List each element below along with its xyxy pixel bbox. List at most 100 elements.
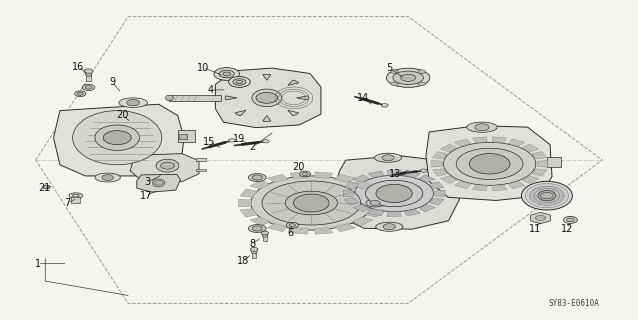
Polygon shape: [473, 137, 487, 143]
Ellipse shape: [85, 86, 92, 89]
Text: 16: 16: [72, 62, 84, 72]
Ellipse shape: [401, 74, 416, 81]
Circle shape: [382, 104, 389, 107]
Ellipse shape: [262, 181, 360, 225]
Polygon shape: [454, 181, 471, 189]
Wedge shape: [288, 80, 299, 85]
Ellipse shape: [119, 98, 147, 108]
Polygon shape: [353, 175, 369, 182]
Polygon shape: [365, 189, 383, 197]
Polygon shape: [137, 174, 181, 192]
Text: SY83-E0610A: SY83-E0610A: [548, 299, 599, 308]
Bar: [170, 95, 221, 100]
Polygon shape: [433, 152, 447, 159]
Text: 4: 4: [208, 85, 214, 95]
Text: 7: 7: [64, 198, 71, 208]
Polygon shape: [429, 182, 444, 189]
Text: 14: 14: [357, 93, 369, 103]
Ellipse shape: [538, 191, 556, 201]
Polygon shape: [315, 228, 333, 234]
Bar: [263, 235, 267, 241]
Ellipse shape: [387, 68, 430, 87]
Ellipse shape: [43, 185, 50, 189]
Ellipse shape: [156, 159, 179, 172]
Bar: [252, 252, 256, 258]
Polygon shape: [440, 176, 457, 184]
Polygon shape: [343, 190, 353, 197]
Ellipse shape: [366, 180, 423, 207]
Circle shape: [43, 186, 50, 189]
Wedge shape: [263, 74, 271, 80]
Circle shape: [382, 155, 394, 161]
Ellipse shape: [85, 73, 92, 76]
Polygon shape: [419, 204, 435, 212]
Polygon shape: [54, 104, 184, 176]
Text: 21: 21: [38, 183, 50, 193]
Text: 18: 18: [237, 256, 249, 266]
Polygon shape: [473, 185, 487, 191]
Ellipse shape: [567, 218, 574, 222]
Circle shape: [102, 175, 114, 180]
Circle shape: [420, 169, 427, 172]
Polygon shape: [387, 212, 401, 216]
Ellipse shape: [355, 175, 433, 212]
Circle shape: [391, 82, 399, 86]
Bar: [177, 130, 195, 142]
Polygon shape: [335, 156, 459, 229]
Ellipse shape: [165, 95, 174, 100]
Polygon shape: [433, 169, 447, 176]
Ellipse shape: [69, 193, 83, 198]
Bar: [547, 157, 561, 167]
Ellipse shape: [525, 184, 568, 208]
Polygon shape: [250, 217, 270, 226]
Ellipse shape: [223, 72, 230, 76]
Polygon shape: [315, 172, 333, 179]
Ellipse shape: [530, 186, 564, 205]
Polygon shape: [365, 209, 383, 217]
Circle shape: [228, 139, 235, 142]
Polygon shape: [404, 171, 420, 178]
Ellipse shape: [248, 173, 266, 181]
Polygon shape: [130, 154, 199, 182]
Polygon shape: [240, 209, 258, 217]
Ellipse shape: [262, 235, 267, 237]
Text: 11: 11: [530, 223, 542, 234]
Polygon shape: [454, 139, 471, 146]
Polygon shape: [429, 198, 444, 205]
Polygon shape: [532, 169, 547, 176]
Circle shape: [263, 140, 269, 143]
Polygon shape: [532, 152, 547, 159]
Circle shape: [161, 162, 174, 169]
Circle shape: [293, 194, 329, 212]
Ellipse shape: [228, 76, 250, 87]
Text: 8: 8: [249, 239, 255, 249]
Ellipse shape: [366, 199, 384, 207]
Ellipse shape: [521, 181, 572, 210]
Text: 12: 12: [561, 223, 574, 234]
Circle shape: [535, 215, 545, 220]
Ellipse shape: [73, 111, 162, 165]
Ellipse shape: [77, 92, 84, 95]
Text: 1: 1: [34, 259, 41, 268]
Bar: [86, 74, 91, 81]
Polygon shape: [240, 189, 258, 197]
Circle shape: [475, 124, 489, 131]
Text: 13: 13: [389, 169, 401, 179]
Ellipse shape: [252, 89, 282, 107]
Polygon shape: [371, 199, 384, 207]
Text: 19: 19: [234, 134, 246, 144]
Ellipse shape: [250, 247, 258, 252]
Polygon shape: [492, 185, 507, 191]
Circle shape: [418, 82, 426, 86]
Ellipse shape: [236, 80, 242, 84]
Ellipse shape: [75, 91, 86, 97]
Circle shape: [370, 200, 380, 205]
Polygon shape: [426, 125, 552, 200]
Polygon shape: [508, 181, 525, 189]
Circle shape: [469, 154, 510, 174]
Polygon shape: [531, 212, 551, 224]
Polygon shape: [335, 224, 355, 232]
Polygon shape: [353, 217, 373, 226]
Polygon shape: [239, 199, 251, 207]
Ellipse shape: [375, 153, 402, 162]
